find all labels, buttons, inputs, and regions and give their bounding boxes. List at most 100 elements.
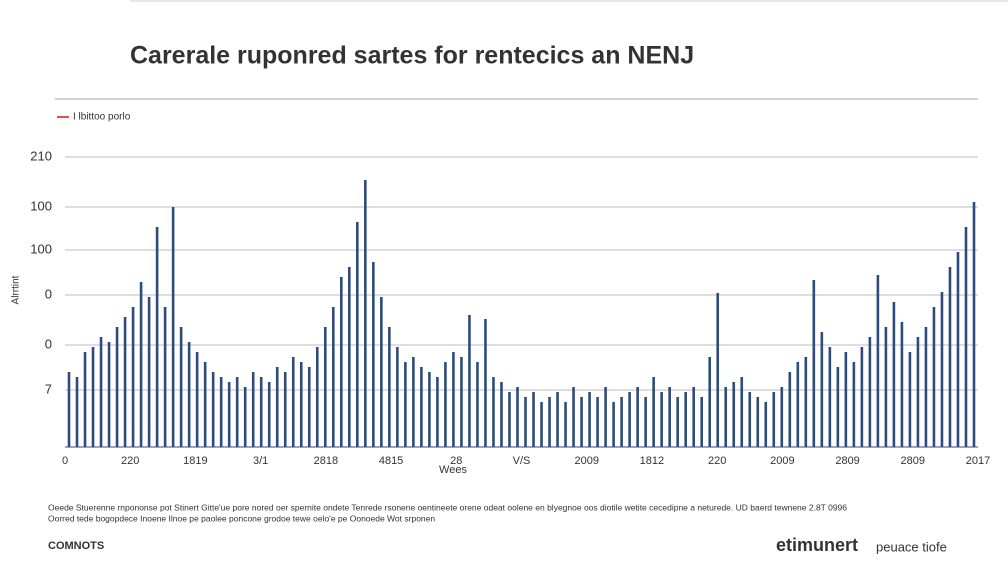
legend-label: I lbittoo porlo (73, 112, 131, 123)
bar (404, 362, 407, 447)
bar (724, 387, 728, 447)
bar (516, 387, 519, 447)
x-tick-label: 2009 (770, 455, 794, 467)
bar (764, 402, 768, 447)
bar (604, 387, 607, 447)
bar (708, 357, 712, 447)
bar (868, 337, 872, 447)
x-tick-label: 220 (708, 455, 726, 467)
bar (916, 337, 920, 447)
y-tick-label: 100 (30, 198, 52, 213)
bar (580, 397, 583, 447)
logo-tagline: peuace tiofe (876, 539, 947, 554)
bar (163, 307, 167, 447)
bar (836, 367, 840, 447)
bar (940, 292, 944, 447)
bar (740, 377, 744, 447)
bar (211, 372, 215, 447)
bar (99, 337, 103, 447)
bar (796, 362, 800, 447)
bar (532, 392, 535, 447)
bar (468, 315, 471, 447)
bar (684, 392, 687, 447)
bar (956, 252, 960, 447)
bar (372, 262, 375, 447)
y-tick-label: 0 (45, 336, 52, 351)
bar (788, 372, 792, 447)
bar (139, 282, 143, 447)
bar (716, 293, 720, 447)
bar (644, 397, 647, 447)
bar (588, 392, 591, 447)
bar (948, 267, 952, 447)
bar (636, 387, 639, 447)
bar (876, 275, 880, 447)
bar (748, 392, 752, 447)
bar (812, 280, 816, 447)
bar (291, 357, 295, 447)
bar (828, 347, 832, 447)
bar (540, 402, 543, 447)
x-tick-label: 0 (62, 455, 68, 467)
bar (476, 362, 479, 447)
bar (380, 297, 383, 447)
bar (900, 322, 904, 447)
bar (444, 362, 447, 447)
bar (932, 307, 936, 447)
bar (115, 327, 119, 447)
y-tick-label: 100 (30, 241, 52, 256)
bar (259, 377, 263, 447)
bar (484, 319, 487, 447)
bar (452, 352, 455, 447)
bar (299, 362, 303, 447)
bar (460, 357, 463, 447)
bar (147, 297, 151, 447)
bar (227, 382, 231, 447)
bar (660, 392, 663, 447)
bar (315, 347, 319, 447)
bar (123, 317, 127, 447)
bar (820, 332, 824, 447)
bar (652, 377, 655, 447)
bar (67, 372, 71, 447)
x-tick-label: 2809 (835, 455, 859, 467)
x-tick-label: V/S (513, 455, 531, 467)
bar (780, 387, 784, 447)
bar (756, 397, 760, 447)
bar (243, 387, 247, 447)
bar (892, 302, 896, 447)
bar (388, 327, 391, 447)
bar (972, 202, 976, 447)
bar (283, 372, 287, 447)
x-tick-label: 2818 (314, 455, 338, 467)
bar (852, 362, 856, 447)
bar (251, 372, 255, 447)
bar (267, 382, 271, 447)
bar (348, 267, 351, 447)
bar (492, 377, 495, 447)
bar (420, 367, 423, 447)
bar (908, 352, 912, 447)
footnote: Oeede Stuerenne rnpononse pot Stinert Gi… (48, 502, 847, 512)
y-tick-label: 0 (45, 286, 52, 301)
bar (340, 277, 343, 447)
bar (203, 362, 207, 447)
bar (668, 387, 671, 447)
bar (556, 392, 559, 447)
bar (235, 377, 239, 447)
bar (428, 372, 431, 447)
x-tick-label: 2017 (966, 455, 990, 467)
footnote: Oorred tede bogopdece Inoene Ilnoe pe pa… (48, 513, 435, 523)
x-axis-label: Wees (439, 464, 467, 476)
bar (436, 377, 439, 447)
bar (964, 227, 968, 447)
x-tick-label: 220 (121, 455, 139, 467)
bar (364, 180, 367, 447)
x-tick-label: 3/1 (253, 455, 268, 467)
x-tick-label: 4815 (379, 455, 403, 467)
y-tick-label: 7 (45, 381, 52, 396)
bar (860, 347, 864, 447)
bar (772, 392, 776, 447)
bar (275, 367, 279, 447)
